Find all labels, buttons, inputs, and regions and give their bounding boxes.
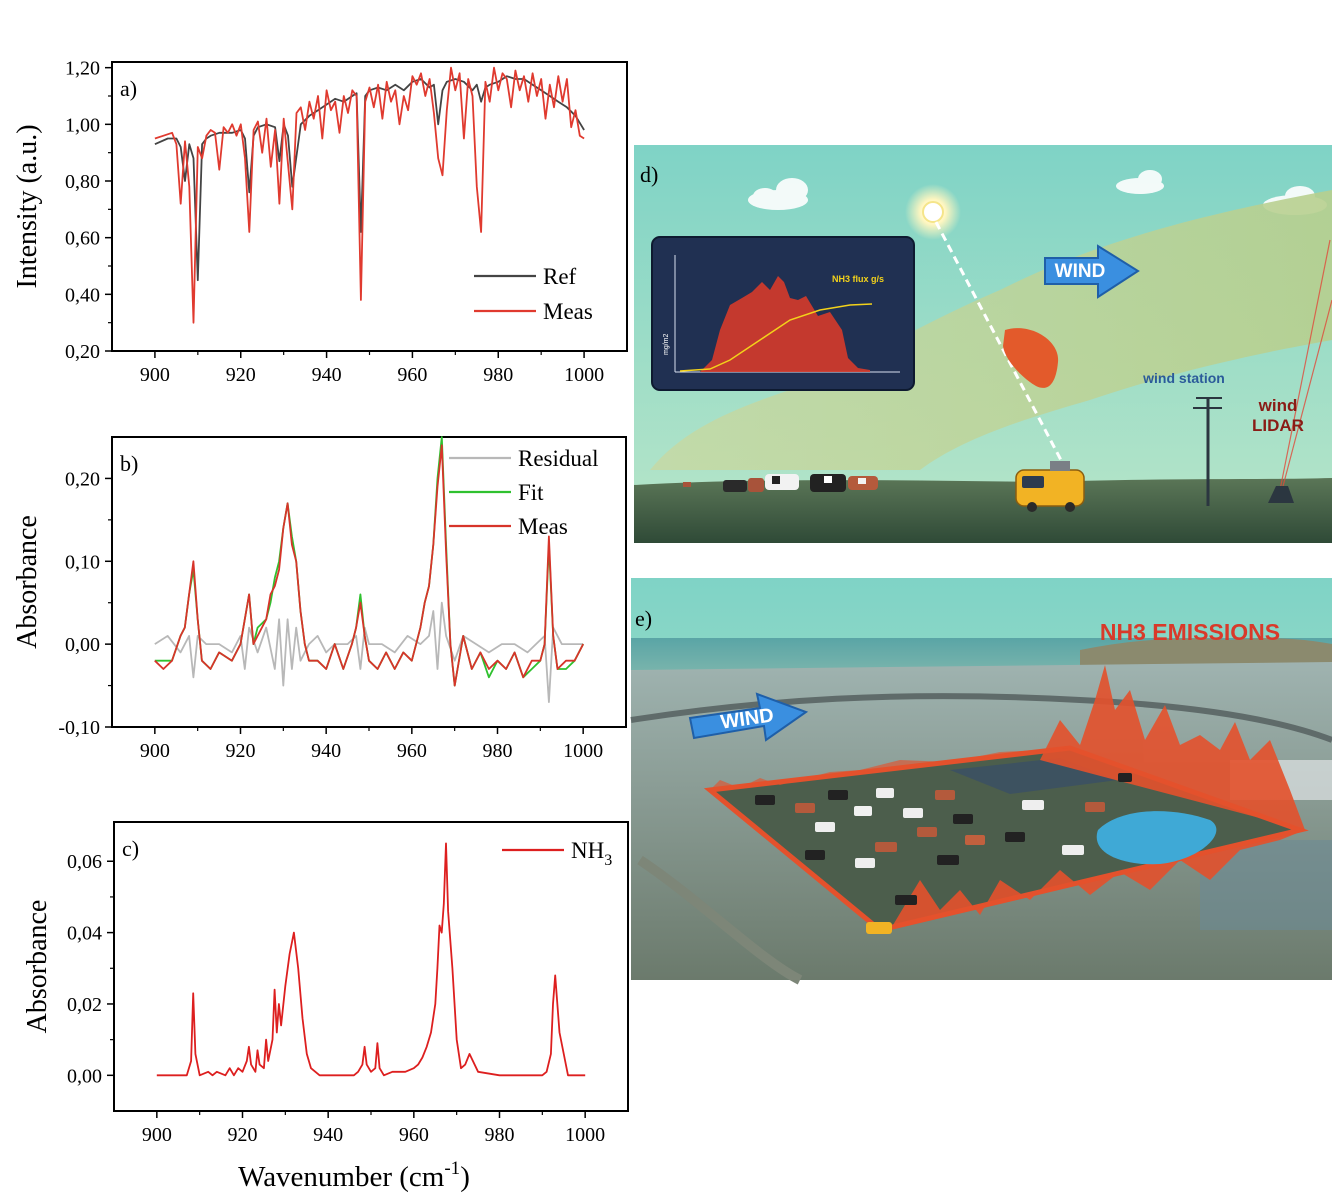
legend-label: Meas (518, 514, 568, 539)
y-tick-label: 0,60 (65, 228, 100, 250)
cow-herd-icon (755, 773, 1132, 905)
plot-frame (111, 436, 627, 728)
plot-frame (113, 821, 629, 1112)
flux-inset-plot: NH3 flux g/s mg/m2 (651, 236, 915, 391)
y-axis-title: Absorbance (22, 900, 53, 1034)
x-tick-label: 940 (312, 364, 342, 386)
wind-lidar-icon: wind LIDAR (1252, 239, 1332, 503)
y-tick-label: -0,10 (58, 717, 100, 739)
illustration-panel-e: WIND NH3 EMISSIONS e) (630, 578, 1332, 985)
illustration-panel-d: WIND NH3 flux g/s mg/m2 (634, 145, 1332, 543)
x-tick-label: 1000 (565, 1124, 605, 1146)
x-tick-label: 920 (226, 364, 256, 386)
y-axis-title: Intensity (a.u.) (12, 124, 43, 288)
x-axis-title-sup: -1 (444, 1158, 460, 1179)
panel-label-e: e) (635, 606, 652, 631)
legend-label: Ref (543, 264, 577, 289)
emission-plume (650, 190, 1332, 470)
x-tick-label: 1000 (564, 364, 604, 386)
x-tick-label: 940 (313, 1124, 343, 1146)
cow-herd-icon (683, 474, 878, 492)
x-axis-title-prefix: Wavenumber (cm (238, 1161, 445, 1193)
series-line-ref (154, 75, 585, 282)
emission-blob (1003, 328, 1059, 388)
y-tick-label: 1,20 (65, 58, 100, 80)
series-line-meas (154, 66, 585, 324)
wind-arrow-icon: WIND (1044, 244, 1140, 299)
series-line-meas (154, 444, 584, 687)
inset-plot-label: NH3 flux g/s (832, 274, 884, 284)
legend-label: NH3 (571, 838, 612, 869)
x-tick-label: 900 (142, 1124, 172, 1146)
wind-label-d: WIND (1055, 261, 1106, 282)
x-axis-title: Wavenumber (cm-1) (238, 1158, 470, 1193)
x-tick-label: 920 (228, 1124, 258, 1146)
series-line-nh (156, 842, 586, 1077)
chart-panel-c: 900 920 940 960 980 1000 0,00 0,02 0,04 0,06 Absor… (22, 821, 629, 1146)
x-tick-label: 980 (483, 740, 513, 762)
van-icon (866, 922, 892, 934)
x-tick-label: 920 (226, 740, 256, 762)
y-tick-label: 0,10 (65, 551, 100, 573)
emissions-title: NH3 EMISSIONS (1100, 619, 1280, 645)
x-tick-label: 960 (397, 364, 427, 386)
chart-panel-b: 900 920 940 960 980 1000 -0,10 0,00 0,10 0,20 Abso… (12, 436, 627, 762)
x-tick-label: 960 (397, 740, 427, 762)
y-tick-label: 0,00 (67, 1065, 102, 1087)
y-tick-label: 1,00 (65, 114, 100, 136)
x-tick-label: 900 (140, 364, 170, 386)
y-tick-label: 0,80 (65, 171, 100, 193)
panel-label: a) (120, 76, 137, 101)
y-tick-label: 0,00 (65, 634, 100, 656)
y-tick-label: 0,02 (67, 994, 102, 1016)
x-axis-title-suffix: ) (460, 1161, 470, 1193)
wind-station-icon: wind station (1142, 370, 1225, 506)
lidar-label-line2: LIDAR (1252, 416, 1304, 435)
chart-panel-a: 900 920 940 960 980 1000 0,20 0,40 0,60 0,80 1,00 1… (12, 58, 628, 386)
panel-label: b) (120, 451, 138, 476)
x-tick-label: 900 (140, 740, 170, 762)
y-tick-label: 0,06 (67, 851, 102, 873)
lidar-label-line1: wind (1258, 396, 1298, 415)
x-tick-label: 940 (311, 740, 341, 762)
panel-label-d: d) (640, 162, 658, 187)
wind-station-label: wind station (1142, 370, 1225, 386)
legend-label: Fit (518, 480, 544, 505)
emission-spikes (710, 665, 1305, 930)
y-tick-label: 0,20 (65, 468, 100, 490)
legend-label: Meas (543, 299, 593, 324)
y-axis-title: Absorbance (12, 515, 43, 649)
y-tick-label: 0,04 (67, 923, 102, 945)
y-tick-label: 0,20 (65, 341, 100, 363)
inset-plot-ylabel: mg/m2 (663, 334, 670, 356)
legend-label: Residual (518, 446, 599, 471)
legend-label-subscript: 3 (604, 852, 612, 869)
x-tick-label: 980 (483, 364, 513, 386)
panel-label: c) (122, 836, 139, 861)
series-line-residual (154, 601, 584, 703)
x-tick-label: 960 (399, 1124, 429, 1146)
x-tick-label: 980 (485, 1124, 515, 1146)
series-line-fit (154, 436, 584, 687)
van-icon (1015, 461, 1085, 512)
y-tick-label: 0,40 (65, 284, 100, 306)
x-tick-label: 1000 (563, 740, 603, 762)
